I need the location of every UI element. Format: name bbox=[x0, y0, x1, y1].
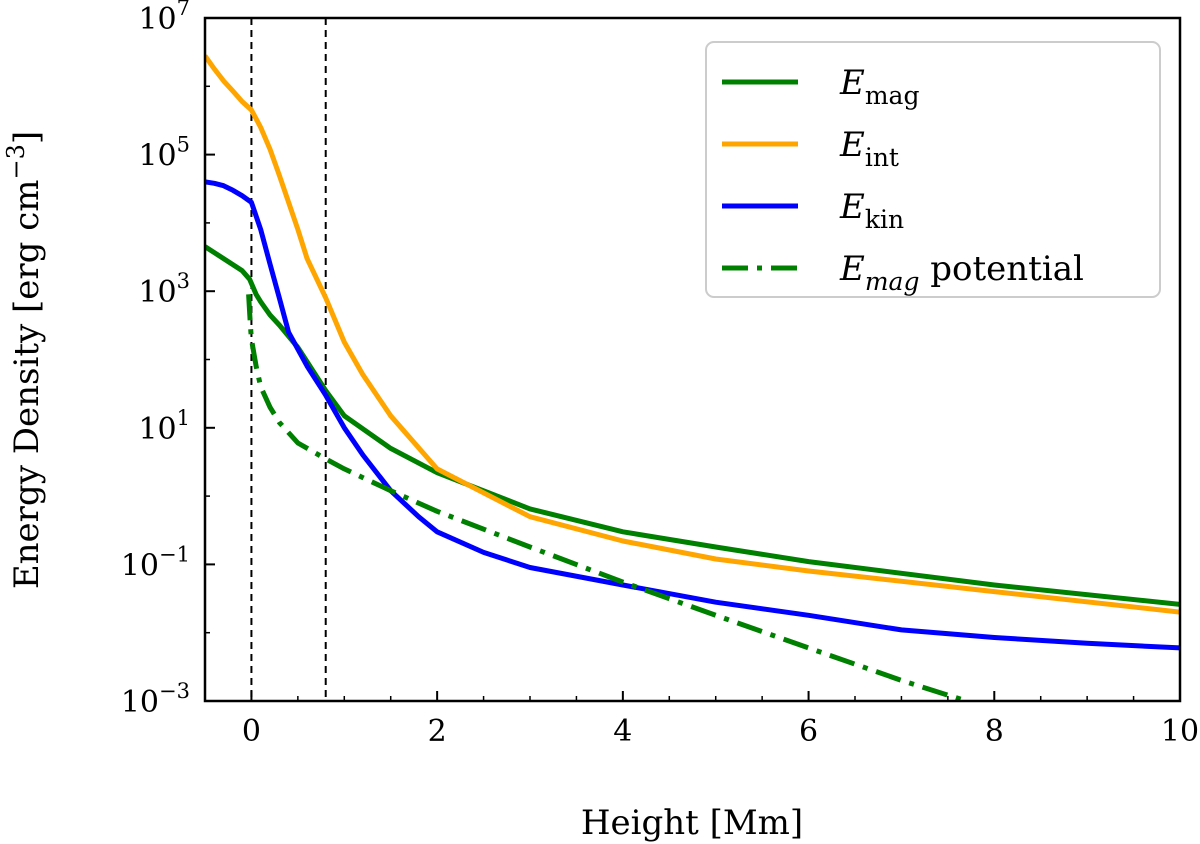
legend-label-2: Ekin bbox=[839, 187, 904, 234]
x-axis-title: Height [Mm] bbox=[581, 803, 803, 843]
legend-box bbox=[705, 41, 1161, 298]
axis-ticks bbox=[204, 17, 1181, 702]
series-line-mag-potential bbox=[246, 294, 968, 701]
y-axis-title-exponent: −3 bbox=[2, 144, 30, 179]
legend: Emag Eint Ekin Emag potential bbox=[705, 41, 1161, 298]
series-line-kin bbox=[205, 179, 1180, 651]
x-tick-label: 0 bbox=[242, 714, 261, 749]
y-tick-label: 10−3 bbox=[121, 679, 190, 720]
legend-label-1: Eint bbox=[839, 125, 899, 172]
x-tick-label: 6 bbox=[799, 714, 818, 749]
series-layer bbox=[205, 54, 1180, 701]
y-axis-title-close: ] bbox=[7, 131, 47, 144]
y-tick-label: 101 bbox=[138, 406, 190, 447]
series-line-mag bbox=[205, 244, 1180, 607]
tick-labels: 0 2 4 6 8 10 10−3 10−1 101 103 105 107 bbox=[121, 0, 1199, 749]
y-tick-label: 105 bbox=[138, 133, 190, 174]
legend-label-0: Emag bbox=[839, 63, 919, 110]
x-tick-label: 8 bbox=[985, 714, 1004, 749]
reference-lines bbox=[250, 18, 327, 701]
x-tick-label: 2 bbox=[428, 714, 447, 749]
y-tick-label: 10−1 bbox=[121, 542, 190, 583]
y-tick-label: 107 bbox=[138, 0, 190, 37]
x-tick-label: 10 bbox=[1161, 714, 1199, 749]
y-axis-title-main: Energy Density [erg cm bbox=[7, 180, 47, 590]
y-tick-label: 103 bbox=[138, 269, 190, 310]
y-axis-title: Energy Density [erg cm−3] bbox=[2, 131, 47, 589]
legend-label-3: Emag potential bbox=[839, 249, 1084, 296]
x-tick-label: 4 bbox=[613, 714, 632, 749]
series-line-int bbox=[205, 54, 1180, 615]
